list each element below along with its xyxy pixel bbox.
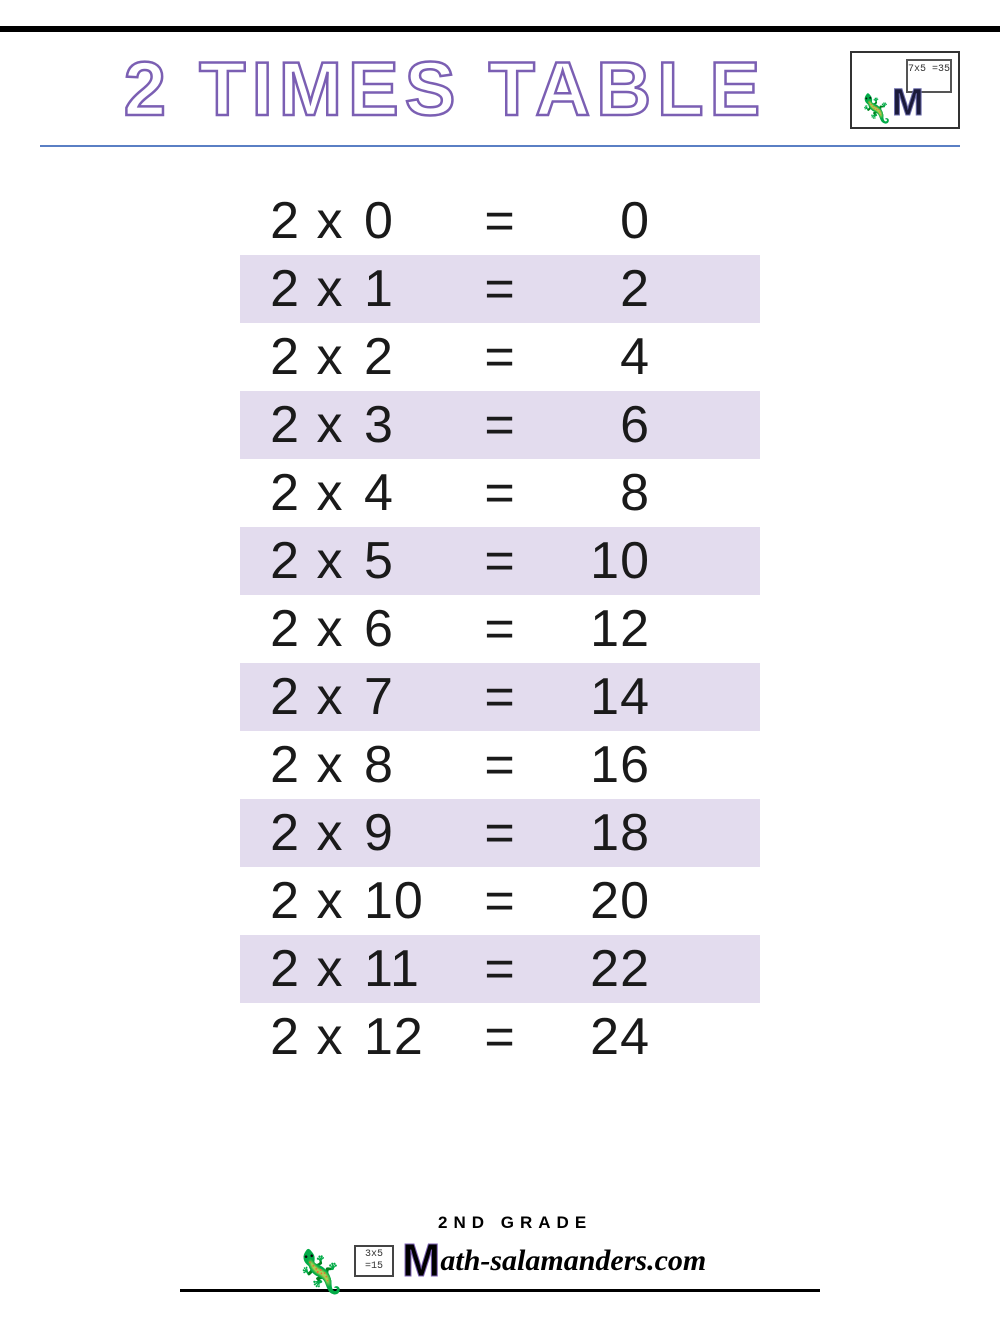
multiplier: 8 — [360, 735, 460, 795]
multiply-symbol: x — [300, 259, 360, 319]
footer-logo-m: M — [402, 1234, 440, 1286]
header-underline — [40, 145, 960, 147]
multiply-symbol: x — [300, 395, 360, 455]
product: 8 — [540, 463, 660, 523]
multiplicand: 2 — [240, 667, 300, 727]
multiplicand: 2 — [240, 1007, 300, 1067]
equals-symbol: = — [460, 395, 540, 455]
equals-symbol: = — [460, 259, 540, 319]
multiply-symbol: x — [300, 735, 360, 795]
footer-whiteboard-icon: 3x5 =15 — [354, 1245, 394, 1277]
equation-row: 2x5=10 — [240, 527, 760, 595]
equation-row: 2x8=16 — [240, 731, 760, 799]
product: 4 — [540, 327, 660, 387]
equals-symbol: = — [460, 327, 540, 387]
equals-symbol: = — [460, 871, 540, 931]
multiplier: 7 — [360, 667, 460, 727]
equals-symbol: = — [460, 1007, 540, 1067]
equation-row: 2x1=2 — [240, 255, 760, 323]
multiplicand: 2 — [240, 735, 300, 795]
multiply-symbol: x — [300, 667, 360, 727]
multiplicand: 2 — [240, 803, 300, 863]
multiply-symbol: x — [300, 1007, 360, 1067]
equals-symbol: = — [460, 803, 540, 863]
product: 16 — [540, 735, 660, 795]
brand-logo: 🦎 7x5 =35 M — [850, 51, 960, 129]
footer-site-text: ath-salamanders.com — [440, 1244, 706, 1277]
footer-site-url: Math-salamanders.com — [402, 1233, 706, 1287]
multiply-symbol: x — [300, 463, 360, 523]
product: 22 — [540, 939, 660, 999]
equals-symbol: = — [460, 191, 540, 251]
product: 2 — [540, 259, 660, 319]
multiplicand: 2 — [240, 531, 300, 591]
equation-row: 2x0=0 — [240, 187, 760, 255]
equation-row: 2x2=4 — [240, 323, 760, 391]
salamander-icon: 🦎 — [858, 95, 893, 123]
multiplicand: 2 — [240, 463, 300, 523]
multiplicand: 2 — [240, 327, 300, 387]
multiplier: 2 — [360, 327, 460, 387]
multiplier: 3 — [360, 395, 460, 455]
multiplier: 11 — [360, 939, 460, 999]
multiply-symbol: x — [300, 599, 360, 659]
equals-symbol: = — [460, 735, 540, 795]
multiplier: 6 — [360, 599, 460, 659]
equation-row: 2x12=24 — [240, 1003, 760, 1071]
multiply-symbol: x — [300, 191, 360, 251]
equation-row: 2x3=6 — [240, 391, 760, 459]
multiply-symbol: x — [300, 531, 360, 591]
page-title: 2 TIMES TABLE — [40, 46, 850, 133]
multiplier: 12 — [360, 1007, 460, 1067]
multiply-symbol: x — [300, 803, 360, 863]
equation-row: 2x10=20 — [240, 867, 760, 935]
equals-symbol: = — [460, 531, 540, 591]
footer-underline — [180, 1289, 820, 1292]
equation-row: 2x9=18 — [240, 799, 760, 867]
multiplicand: 2 — [240, 871, 300, 931]
equation-row: 2x7=14 — [240, 663, 760, 731]
equals-symbol: = — [460, 463, 540, 523]
multiplicand: 2 — [240, 191, 300, 251]
header: 2 TIMES TABLE 🦎 7x5 =35 M — [0, 32, 1000, 133]
product: 12 — [540, 599, 660, 659]
multiplicand: 2 — [240, 259, 300, 319]
multiply-symbol: x — [300, 871, 360, 931]
multiplicand: 2 — [240, 395, 300, 455]
product: 24 — [540, 1007, 660, 1067]
footer-grade-label: 2ND GRADE — [438, 1213, 706, 1233]
multiplicand: 2 — [240, 599, 300, 659]
multiply-symbol: x — [300, 939, 360, 999]
footer-salamander-icon: 🦎 — [294, 1251, 346, 1293]
multiplier: 1 — [360, 259, 460, 319]
product: 0 — [540, 191, 660, 251]
multiplier: 9 — [360, 803, 460, 863]
equation-row: 2x4=8 — [240, 459, 760, 527]
multiplier: 0 — [360, 191, 460, 251]
logo-letter-m: M — [892, 82, 924, 125]
multiplicand: 2 — [240, 939, 300, 999]
product: 18 — [540, 803, 660, 863]
product: 10 — [540, 531, 660, 591]
equals-symbol: = — [460, 939, 540, 999]
product: 6 — [540, 395, 660, 455]
footer: 🦎 3x5 =15 2ND GRADE Math-salamanders.com — [0, 1213, 1000, 1292]
equals-symbol: = — [460, 599, 540, 659]
times-table: 2x0=02x1=22x2=42x3=62x4=82x5=102x6=122x7… — [240, 187, 760, 1071]
multiplier: 5 — [360, 531, 460, 591]
equation-row: 2x6=12 — [240, 595, 760, 663]
multiply-symbol: x — [300, 327, 360, 387]
product: 20 — [540, 871, 660, 931]
multiplier: 10 — [360, 871, 460, 931]
product: 14 — [540, 667, 660, 727]
equation-row: 2x11=22 — [240, 935, 760, 1003]
multiplier: 4 — [360, 463, 460, 523]
equals-symbol: = — [460, 667, 540, 727]
